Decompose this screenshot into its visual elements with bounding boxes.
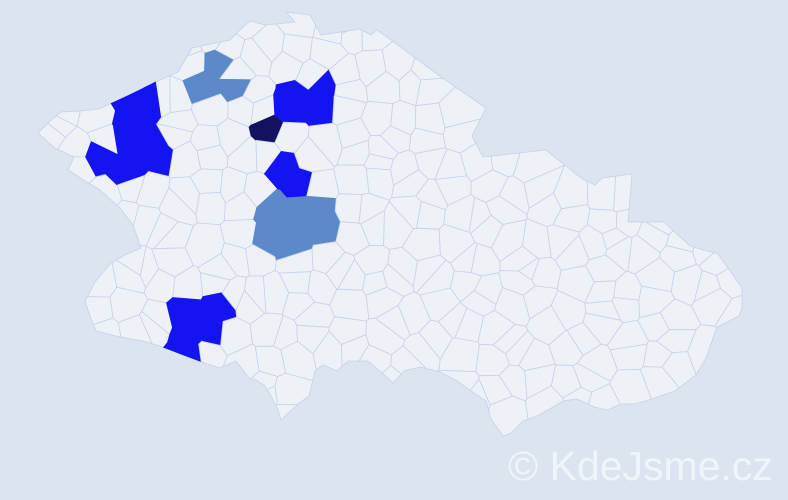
svg-text:© KdeJsme.cz: © KdeJsme.cz [508, 443, 773, 489]
